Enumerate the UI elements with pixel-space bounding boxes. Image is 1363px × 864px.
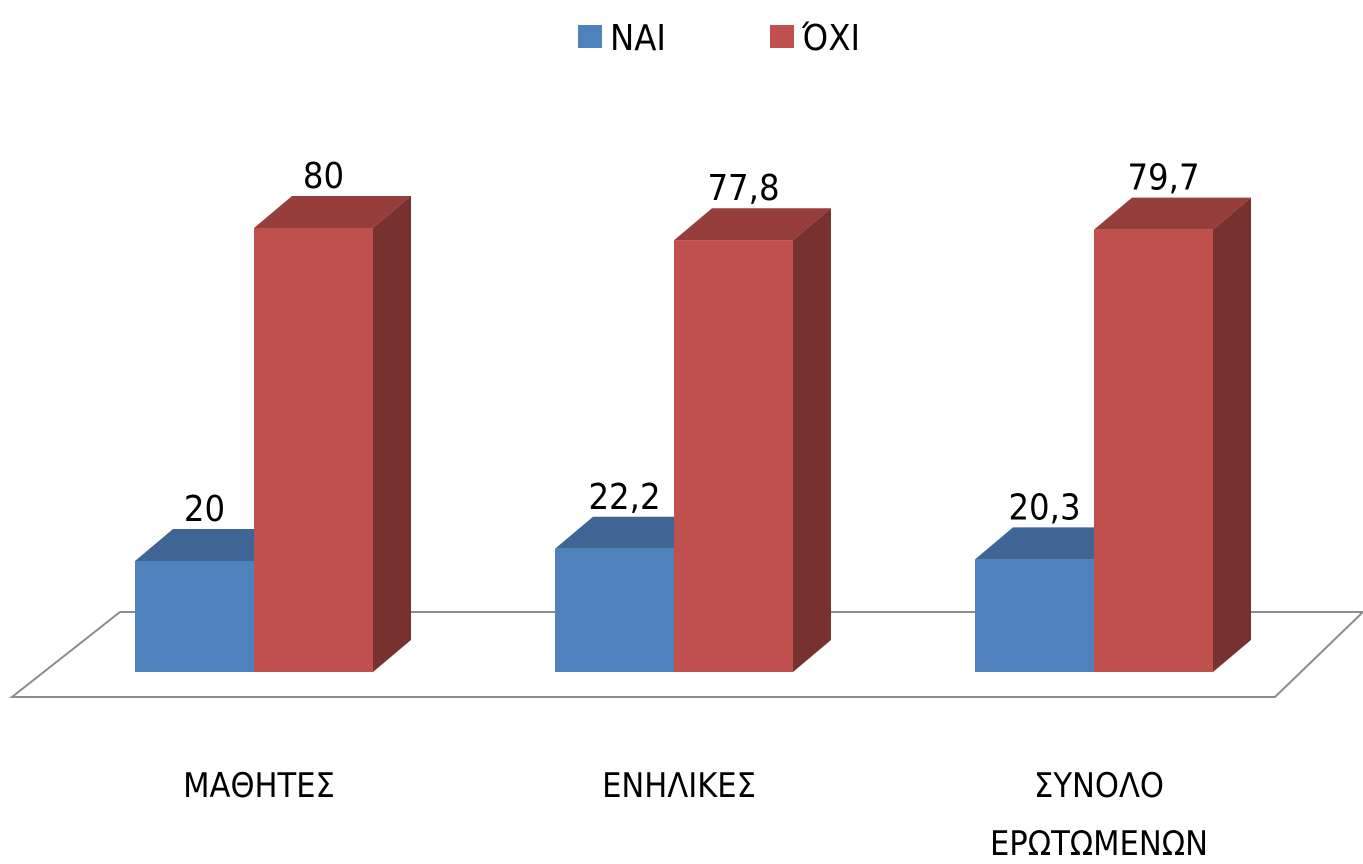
bar-side <box>793 208 831 672</box>
bar-top <box>975 527 1132 560</box>
x-tick-label: ΕΝΗΛΙΚΕΣ <box>602 766 756 806</box>
legend-label: ΝΑΙ <box>610 18 666 59</box>
legend-label: ΌΧΙ <box>801 18 860 59</box>
bar <box>975 559 1094 672</box>
x-tick-label: ΜΑΘΗΤΕΣ <box>183 766 335 806</box>
x-tick-label: ΣΥΝΟΛΟ ΕΡΩΤΩΜΕΝΩΝ <box>990 766 1208 864</box>
data-label: 22,2 <box>588 477 660 518</box>
bar-top <box>555 516 712 549</box>
bar-top <box>135 529 292 561</box>
bar-side <box>373 196 411 672</box>
bar <box>674 240 793 672</box>
bar <box>135 561 254 672</box>
bar-top <box>674 208 831 241</box>
bar-top <box>254 196 411 228</box>
bar <box>254 228 373 672</box>
legend-swatch <box>770 25 794 48</box>
bar-top <box>1094 197 1251 230</box>
data-label: 80 <box>303 156 344 197</box>
bar-side <box>1213 197 1251 673</box>
legend-swatch <box>578 25 602 48</box>
data-label: 20 <box>184 489 225 530</box>
bar <box>555 548 674 672</box>
bar <box>1094 229 1213 673</box>
data-label: 77,8 <box>707 168 779 209</box>
data-label: 79,7 <box>1127 158 1199 199</box>
data-label: 20,3 <box>1008 487 1080 528</box>
